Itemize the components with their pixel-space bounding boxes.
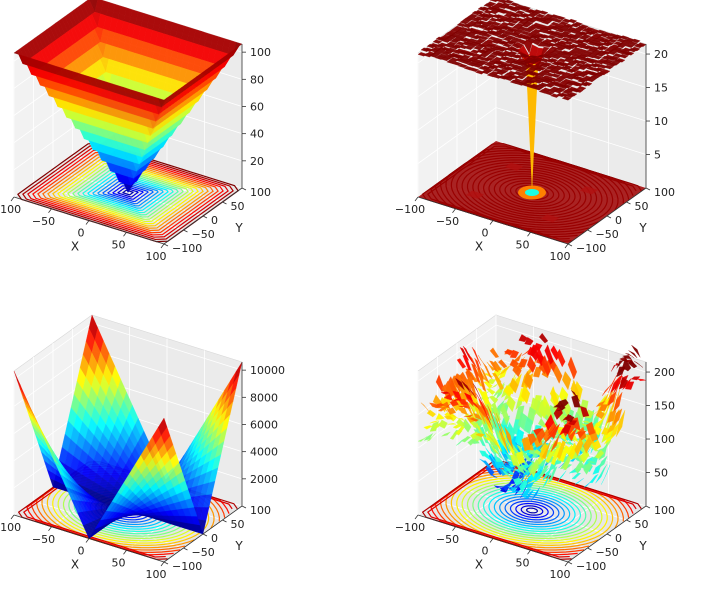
x-tick-label: 100 (146, 250, 167, 263)
y-tick-label: 50 (231, 518, 245, 531)
y-axis-label: Y (638, 221, 647, 235)
y-tick-label: −100 (576, 242, 606, 255)
y-tick-label: −50 (192, 546, 215, 559)
subplot-3: −100−50050100−100−5005010020004000600080… (0, 314, 285, 581)
z-tick-label: 40 (250, 128, 264, 141)
y-tick-label: 100 (250, 504, 271, 517)
z-tick-label: 6000 (250, 418, 278, 431)
y-tick-label: 0 (615, 532, 622, 545)
floor-contours (421, 461, 642, 560)
y-axis-label: Y (638, 539, 647, 553)
y-tick-label: 100 (654, 186, 675, 199)
x-tick-label: −100 (0, 521, 21, 534)
x-tick-label: 0 (78, 227, 85, 240)
x-tick-label: 0 (78, 545, 85, 558)
y-tick-label: −50 (192, 228, 215, 241)
x-tick-label: −50 (436, 215, 459, 228)
z-tick-label: 4000 (250, 446, 278, 459)
y-tick-label: 50 (635, 518, 649, 531)
x-tick-label: 0 (482, 227, 489, 240)
z-tick-label: 60 (250, 100, 264, 113)
y-tick-label: −100 (576, 560, 606, 573)
x-tick-label: 100 (550, 568, 571, 581)
x-tick-label: −100 (395, 203, 425, 216)
surface (417, 332, 647, 501)
z-tick-label: 8000 (250, 391, 278, 404)
x-tick-label: 0 (482, 545, 489, 558)
z-tick-label: 80 (250, 73, 264, 86)
y-tick-label: 50 (635, 200, 649, 213)
surface (13, 314, 243, 539)
x-tick-label: 100 (550, 250, 571, 263)
y-axis-label: Y (234, 221, 243, 235)
surface (13, 0, 243, 193)
y-tick-label: 50 (231, 200, 245, 213)
z-tick-label: 100 (250, 46, 271, 59)
x-tick-label: −100 (0, 203, 21, 216)
x-axis-label: X (71, 558, 79, 572)
z-tick-label: 2000 (250, 473, 278, 486)
surface (417, 0, 647, 187)
z-tick-label: 10000 (250, 364, 285, 377)
z-tick-label: 150 (654, 400, 675, 413)
x-axis-label: X (475, 240, 483, 254)
x-tick-label: −50 (436, 533, 459, 546)
y-tick-label: −50 (596, 228, 619, 241)
y-tick-label: −100 (172, 560, 202, 573)
y-tick-label: 0 (615, 214, 622, 227)
x-tick-label: 100 (146, 568, 167, 581)
y-tick-label: 100 (250, 186, 271, 199)
z-tick-label: 15 (654, 82, 668, 95)
z-tick-label: 20 (654, 48, 668, 61)
y-tick-label: −50 (596, 546, 619, 559)
x-tick-label: −50 (32, 533, 55, 546)
y-tick-label: 0 (211, 214, 218, 227)
x-tick-label: −50 (32, 215, 55, 228)
x-tick-label: 50 (516, 556, 530, 569)
z-tick-label: 5 (654, 149, 661, 162)
x-axis-label: X (475, 558, 483, 572)
y-tick-label: 100 (654, 504, 675, 517)
x-tick-label: 50 (112, 556, 126, 569)
floor-contours (17, 142, 239, 243)
y-tick-label: 0 (211, 532, 218, 545)
y-tick-label: −100 (172, 242, 202, 255)
z-tick-label: 200 (654, 366, 675, 379)
z-tick-label: 20 (250, 155, 264, 168)
x-axis-label: X (71, 240, 79, 254)
y-axis-label: Y (234, 539, 243, 553)
x-tick-label: −100 (395, 521, 425, 534)
z-tick-label: 50 (654, 467, 668, 480)
x-tick-label: 50 (112, 238, 126, 251)
z-tick-label: 100 (654, 433, 675, 446)
z-tick-label: 10 (654, 115, 668, 128)
x-tick-label: 50 (516, 238, 530, 251)
